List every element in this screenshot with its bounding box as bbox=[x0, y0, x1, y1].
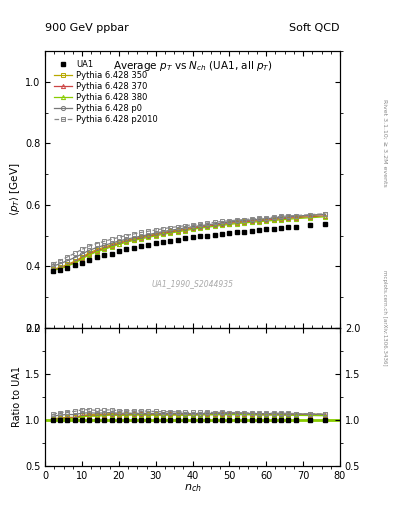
Text: Average $p_T$ vs $N_{ch}$ (UA1, all $p_T$): Average $p_T$ vs $N_{ch}$ (UA1, all $p_T… bbox=[113, 59, 272, 74]
Y-axis label: $\langle p_T \rangle$ [GeV]: $\langle p_T \rangle$ [GeV] bbox=[8, 163, 22, 216]
Legend: UA1, Pythia 6.428 350, Pythia 6.428 370, Pythia 6.428 380, Pythia 6.428 p0, Pyth: UA1, Pythia 6.428 350, Pythia 6.428 370,… bbox=[52, 58, 160, 126]
Text: UA1_1990_S2044935: UA1_1990_S2044935 bbox=[152, 279, 233, 288]
Text: Rivet 3.1.10; ≥ 3.2M events: Rivet 3.1.10; ≥ 3.2M events bbox=[382, 99, 387, 187]
Y-axis label: Ratio to UA1: Ratio to UA1 bbox=[12, 366, 22, 428]
Text: 900 GeV ppbar: 900 GeV ppbar bbox=[45, 23, 129, 33]
Text: Soft QCD: Soft QCD bbox=[290, 23, 340, 33]
X-axis label: $n_{ch}$: $n_{ch}$ bbox=[184, 482, 202, 494]
Text: mcplots.cern.ch [arXiv:1306.3436]: mcplots.cern.ch [arXiv:1306.3436] bbox=[382, 270, 387, 365]
